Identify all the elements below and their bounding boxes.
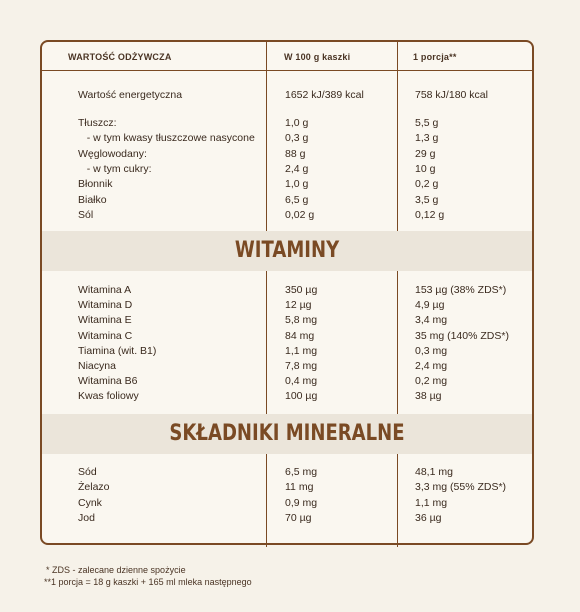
nutrition-table: WARTOŚĆ ODŻYWCZA W 100 g kaszki 1 porcja… xyxy=(40,40,534,547)
row-label: Kwas foliowy xyxy=(78,390,139,403)
row-value-100g: 84 mg xyxy=(285,329,315,342)
row-value-portion: 1,1 mg xyxy=(415,496,448,509)
header-per-100g: W 100 g kaszki xyxy=(284,52,351,62)
row-value-portion: 38 µg xyxy=(415,390,442,403)
row-value-100g: 11 mg xyxy=(285,481,314,494)
vitamins-band xyxy=(42,231,532,271)
row-label: Witamina D xyxy=(78,299,133,312)
row-value-portion: 3,5 g xyxy=(415,193,439,206)
row-value-100g: 0,3 g xyxy=(285,132,309,145)
row-value-portion: 10 g xyxy=(415,162,436,175)
energy-per-100g: 1652 kJ/389 kcal xyxy=(285,89,364,101)
row-label: Żelazo xyxy=(78,481,110,494)
row-value-portion: 29 g xyxy=(415,147,436,160)
footnote-zds: * ZDS - zalecane dzienne spożycie xyxy=(46,565,186,575)
row-value-100g: 5,8 mg xyxy=(285,314,318,327)
row-value-portion: 5,5 g xyxy=(415,117,439,129)
row-label: Niacyna xyxy=(78,360,116,372)
row-label: Tłuszcz: xyxy=(78,117,117,129)
row-value-portion: 0,2 mg xyxy=(415,375,448,388)
row-value-100g: 1,1 mg xyxy=(285,344,318,357)
vitamins-heading: WITAMINY xyxy=(234,238,340,263)
row-label: Tiamina (wit. B1) xyxy=(78,344,157,357)
row-value-portion: 0,12 g xyxy=(415,208,445,221)
row-value-100g: 88 g xyxy=(285,147,306,160)
row-value-100g: 70 µg xyxy=(285,511,312,524)
row-value-100g: 12 µg xyxy=(285,299,312,312)
row-value-portion: 2,4 mg xyxy=(415,360,448,372)
row-value-100g: 1,0 g xyxy=(285,178,309,191)
row-label: Witamina E xyxy=(78,314,132,327)
header-nutrition-value: WARTOŚĆ ODŻYWCZA xyxy=(68,52,172,62)
row-label: Witamina B6 xyxy=(78,375,138,388)
row-label: Białko xyxy=(78,193,107,206)
row-label: Sól xyxy=(78,208,94,221)
minerals-heading: SKŁADNIKI MINERALNE xyxy=(169,421,405,446)
column-divider xyxy=(397,42,398,547)
row-value-portion: 3,4 mg xyxy=(415,314,448,327)
column-divider xyxy=(266,42,267,547)
row-label: Jod xyxy=(78,511,95,524)
row-label: - w tym kwasy tłuszczowe nasycone xyxy=(78,132,255,145)
row-value-100g: 2,4 g xyxy=(285,162,309,175)
minerals-band xyxy=(42,414,532,454)
row-value-portion: 153 µg (38% ZDS*) xyxy=(415,284,507,296)
row-value-100g: 6,5 mg xyxy=(285,466,318,478)
row-label: Cynk xyxy=(78,496,102,509)
energy-per-portion: 758 kJ/180 kcal xyxy=(415,89,488,101)
row-value-portion: 48,1 mg xyxy=(415,466,453,478)
row-label: Witamina A xyxy=(78,284,132,296)
row-label: Błonnik xyxy=(78,178,113,191)
row-value-100g: 7,8 mg xyxy=(285,360,318,372)
row-label: - w tym cukry: xyxy=(78,162,152,175)
row-value-portion: 0,2 g xyxy=(415,178,439,191)
row-value-100g: 350 µg xyxy=(285,284,318,296)
row-value-portion: 35 mg (140% ZDS*) xyxy=(415,329,509,342)
row-value-portion: 3,3 mg (55% ZDS*) xyxy=(415,481,507,494)
row-value-portion: 1,3 g xyxy=(415,132,439,145)
row-value-100g: 0,02 g xyxy=(285,208,315,221)
header-divider xyxy=(42,70,532,71)
row-value-100g: 0,9 mg xyxy=(285,496,318,509)
row-value-100g: 1,0 g xyxy=(285,117,309,129)
row-label: Witamina C xyxy=(78,329,133,342)
row-label: Węglowodany: xyxy=(78,147,147,160)
row-value-portion: 0,3 mg xyxy=(415,344,448,357)
row-value-100g: 0,4 mg xyxy=(285,375,318,388)
header-per-portion: 1 porcja** xyxy=(413,52,457,62)
row-value-portion: 4,9 µg xyxy=(415,299,445,312)
row-value-100g: 6,5 g xyxy=(285,193,309,206)
footnote-portion: **1 porcja = 18 g kaszki + 165 ml mleka … xyxy=(44,577,252,587)
row-label: Sód xyxy=(78,466,97,478)
row-value-portion: 36 µg xyxy=(415,511,442,524)
row-value-100g: 100 µg xyxy=(285,390,318,403)
energy-label: Wartość energetyczna xyxy=(78,89,183,101)
